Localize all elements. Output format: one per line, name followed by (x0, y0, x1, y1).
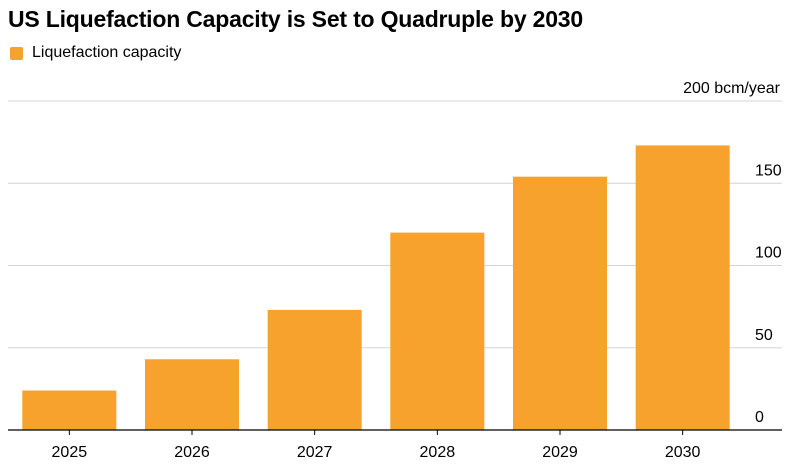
bar (267, 309, 362, 430)
chart-title: US Liquefaction Capacity is Set to Quadr… (8, 6, 583, 32)
x-tick-label: 2025 (52, 444, 88, 461)
y-tick-label: 150 (755, 162, 782, 179)
bar (22, 390, 117, 430)
x-axis-ticks: 2025 2026 2027 2028 2029 2030 (8, 429, 782, 461)
legend: Liquefaction capacity (10, 44, 181, 62)
y-tick-label: 0 (755, 409, 764, 426)
bars (22, 145, 730, 431)
legend-swatch (10, 46, 23, 60)
bar (513, 176, 607, 430)
legend-label: Liquefaction capacity (32, 44, 182, 61)
bar (145, 359, 239, 430)
x-tick-label: 2030 (665, 444, 701, 461)
y-tick-label: 200 bcm/year (683, 80, 781, 97)
y-tick-label: 100 (755, 245, 782, 262)
x-tick-label: 2027 (297, 444, 333, 461)
bar (390, 232, 485, 430)
y-tick-label: 50 (755, 327, 773, 344)
x-tick-label: 2026 (174, 444, 210, 461)
x-tick-label: 2028 (420, 444, 456, 461)
y-axis-ticks: 0 50 100 150 200 bcm/year (683, 80, 782, 426)
x-tick-label: 2029 (542, 444, 578, 461)
bar (635, 145, 730, 431)
